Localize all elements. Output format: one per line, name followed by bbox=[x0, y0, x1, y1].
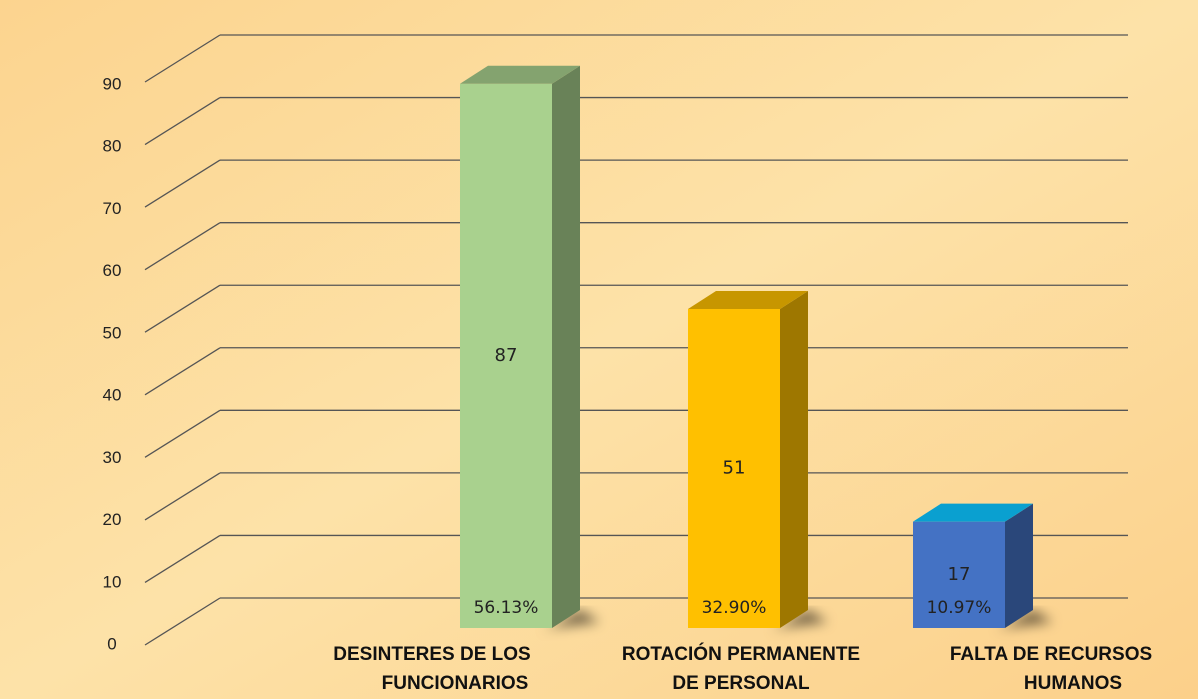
x-tick-label: HUMANOS bbox=[1024, 673, 1122, 694]
y-tick-label: 50 bbox=[103, 323, 122, 342]
value-label: 17 bbox=[948, 564, 971, 585]
bar-side bbox=[552, 65, 580, 629]
y-tick-label: 10 bbox=[103, 572, 122, 591]
bar-top bbox=[460, 65, 580, 84]
x-tick-label: DESINTERES DE LOS bbox=[333, 644, 530, 665]
grid-line-side bbox=[144, 284, 221, 333]
y-tick-label: 0 bbox=[107, 634, 116, 653]
bar bbox=[913, 521, 1005, 628]
grid-line-side bbox=[144, 159, 221, 208]
percent-label: 56.13% bbox=[474, 598, 539, 618]
x-tick-label: ROTACIÓN PERMANENTE bbox=[622, 643, 860, 665]
y-tick-label: 40 bbox=[103, 386, 122, 405]
x-tick-label: FALTA DE RECURSOS bbox=[950, 644, 1152, 665]
bar-top bbox=[913, 503, 1033, 522]
y-tick-label: 70 bbox=[103, 199, 122, 218]
bar-shadow bbox=[542, 610, 600, 632]
grid-line-side bbox=[144, 347, 221, 396]
bar-side bbox=[780, 290, 808, 628]
grid-line-side bbox=[144, 34, 221, 83]
bar bbox=[688, 308, 780, 628]
value-label: 87 bbox=[495, 345, 518, 366]
y-tick-label: 90 bbox=[103, 74, 122, 93]
y-tick-label: 30 bbox=[103, 448, 122, 467]
grid-line-side bbox=[144, 409, 221, 458]
grid-line-side bbox=[144, 534, 221, 583]
x-tick-label: DE PERSONAL bbox=[672, 673, 810, 694]
grid-line-side bbox=[144, 472, 221, 521]
value-label: 51 bbox=[723, 457, 746, 478]
grid-line-side bbox=[144, 97, 221, 146]
percent-label: 32.90% bbox=[702, 598, 767, 618]
bar-top bbox=[688, 290, 808, 309]
bar-shadow bbox=[770, 610, 828, 632]
y-tick-label: 80 bbox=[103, 137, 122, 156]
y-tick-label: 20 bbox=[103, 510, 122, 529]
y-tick-label: 60 bbox=[103, 261, 122, 280]
x-tick-label: FUNCIONARIOS bbox=[382, 673, 529, 694]
bar-side bbox=[1005, 503, 1033, 628]
bar-shadow bbox=[995, 610, 1053, 632]
bar bbox=[460, 83, 552, 629]
grid-line-side bbox=[144, 222, 221, 271]
percent-label: 10.97% bbox=[927, 598, 992, 618]
grid-line-side bbox=[144, 597, 221, 646]
